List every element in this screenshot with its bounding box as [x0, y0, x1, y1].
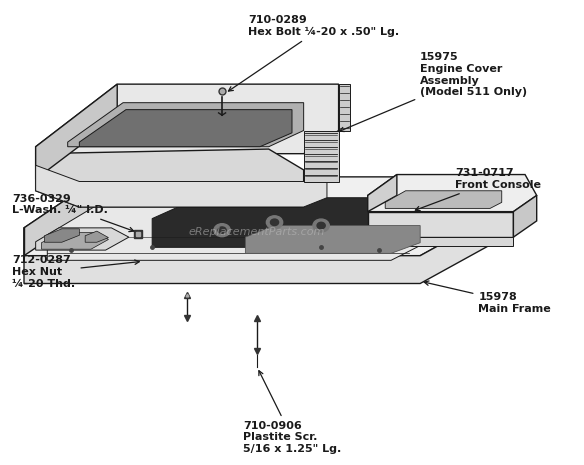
Polygon shape [152, 198, 432, 247]
Polygon shape [36, 84, 117, 179]
Polygon shape [368, 174, 397, 212]
Text: 736-0329
L-Wash. ¼" I.D.: 736-0329 L-Wash. ¼" I.D. [12, 194, 134, 232]
Polygon shape [24, 214, 496, 284]
Text: 712-0287
Hex Nut
¼-20 Thd.: 712-0287 Hex Nut ¼-20 Thd. [12, 255, 139, 288]
Polygon shape [385, 191, 502, 208]
Polygon shape [304, 131, 339, 181]
Polygon shape [44, 229, 79, 242]
Polygon shape [36, 149, 304, 207]
Circle shape [313, 219, 329, 232]
Polygon shape [68, 103, 304, 147]
Polygon shape [36, 228, 129, 250]
Text: 15978
Main Frame: 15978 Main Frame [424, 281, 551, 314]
Polygon shape [24, 177, 100, 256]
Polygon shape [24, 177, 496, 256]
Polygon shape [47, 200, 455, 260]
Polygon shape [79, 110, 292, 147]
Polygon shape [245, 226, 420, 253]
Polygon shape [368, 237, 513, 246]
Text: eReplacementParts.com: eReplacementParts.com [189, 227, 325, 238]
Text: 731-0717
Front Console: 731-0717 Front Console [415, 168, 541, 211]
Text: 710-0906
Plastite Scr.
5/16 x 1.25" Lg.: 710-0906 Plastite Scr. 5/16 x 1.25" Lg. [243, 371, 341, 454]
Text: 710-0289
Hex Bolt ¼-20 x .50" Lg.: 710-0289 Hex Bolt ¼-20 x .50" Lg. [228, 15, 399, 91]
Polygon shape [368, 174, 537, 212]
Polygon shape [36, 84, 339, 154]
Circle shape [266, 216, 283, 229]
Polygon shape [85, 231, 109, 242]
Polygon shape [368, 212, 513, 237]
Polygon shape [339, 84, 350, 131]
Polygon shape [41, 232, 109, 249]
Text: 15975
Engine Cover
Assembly
(Model 511 Only): 15975 Engine Cover Assembly (Model 511 O… [339, 53, 527, 132]
Circle shape [214, 224, 230, 237]
Circle shape [218, 227, 226, 233]
Polygon shape [36, 165, 327, 207]
Polygon shape [513, 195, 537, 237]
Circle shape [317, 222, 325, 229]
Circle shape [270, 219, 279, 226]
Polygon shape [467, 177, 496, 242]
